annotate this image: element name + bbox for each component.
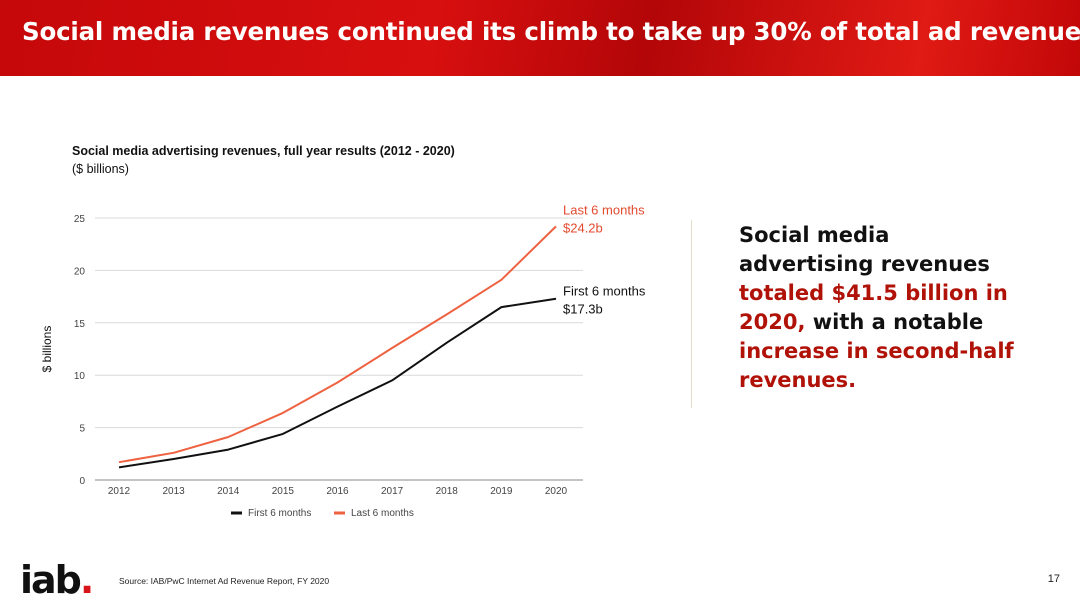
callout-highlight-total: totaled $41.5 billion in 2020,	[739, 281, 1008, 334]
series-line-first-6-months	[118, 297, 557, 469]
page-number: 17	[1047, 573, 1060, 585]
x-tick-label: 2012	[108, 486, 131, 497]
legend-label: Last 6 months	[351, 508, 414, 519]
x-tick-label: 2017	[381, 486, 404, 497]
callout-part1: Social media advertising revenues	[739, 223, 990, 276]
annotation-label: First 6 months	[563, 284, 646, 299]
callout-text: Social media advertising revenues totale…	[739, 221, 1029, 395]
logo-text: iab	[20, 558, 82, 602]
divider	[691, 220, 692, 408]
callout-part3: with a notable	[805, 310, 984, 334]
y-tick-label: 15	[74, 319, 86, 330]
y-tick-label: 25	[74, 214, 86, 225]
legend-label: First 6 months	[248, 508, 311, 519]
x-tick-label: 2018	[436, 486, 459, 497]
x-tick-label: 2014	[217, 486, 240, 497]
chart-subtitle: ($ billions)	[72, 162, 129, 176]
callout-highlight-increase: increase in second-half revenues.	[739, 339, 1014, 392]
logo-dot: .	[79, 558, 95, 602]
y-axis-label: $ billions	[40, 326, 54, 373]
x-tick-label: 2015	[272, 486, 295, 497]
annotation-value: $17.3b	[563, 302, 603, 317]
x-tick-label: 2020	[545, 486, 568, 497]
series-line-last-6-months	[118, 225, 557, 464]
annotation-label: Last 6 months	[563, 202, 645, 217]
x-tick-label: 2019	[490, 486, 513, 497]
x-tick-label: 2016	[326, 486, 349, 497]
y-tick-label: 0	[79, 476, 85, 487]
y-tick-label: 20	[74, 266, 86, 277]
annotation-value: $24.2b	[563, 220, 603, 235]
x-tick-label: 2013	[163, 486, 186, 497]
iab-logo: iab.	[20, 558, 95, 602]
chart-title: Social media advertising revenues, full …	[72, 144, 455, 158]
header-banner: Social media revenues continued its clim…	[0, 0, 1080, 76]
y-tick-label: 10	[74, 371, 86, 382]
slide-title: Social media revenues continued its clim…	[22, 17, 1080, 46]
source-note: Source: IAB/PwC Internet Ad Revenue Repo…	[119, 576, 330, 586]
y-tick-label: 5	[79, 424, 85, 435]
